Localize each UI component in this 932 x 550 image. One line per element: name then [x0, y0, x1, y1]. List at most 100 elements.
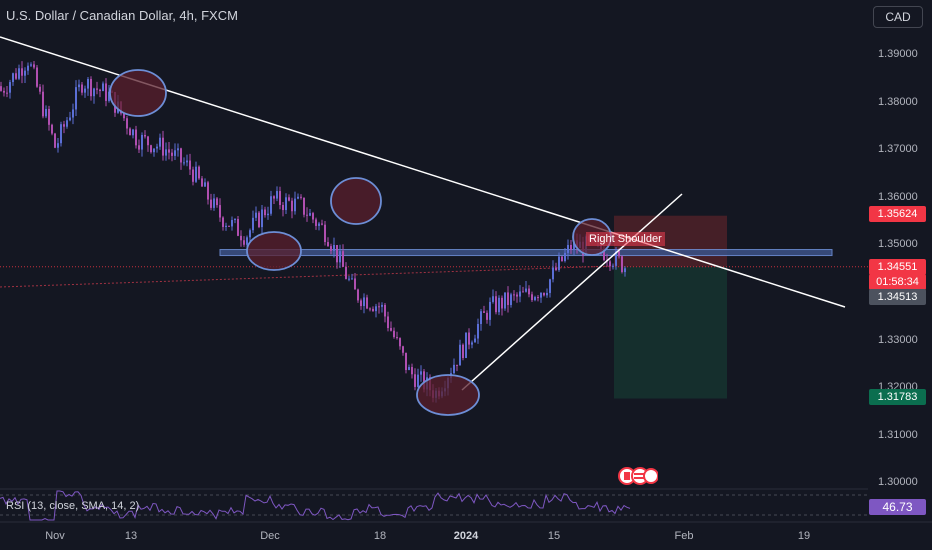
- candle-body: [498, 297, 500, 313]
- candle-body: [417, 374, 419, 387]
- candle-body: [102, 83, 104, 92]
- candle-body: [87, 78, 89, 89]
- candle-body: [561, 256, 563, 261]
- candle-body: [477, 323, 479, 339]
- candle-body: [279, 191, 281, 205]
- candle-body: [57, 143, 59, 148]
- chart-title: U.S. Dollar / Canadian Dollar, 4h, FXCM: [6, 8, 238, 23]
- candle-body: [522, 291, 524, 293]
- event-flags[interactable]: [618, 466, 659, 486]
- candle-body: [285, 197, 287, 211]
- candle-body: [234, 218, 236, 221]
- candle-body: [456, 364, 458, 366]
- rsi-line: [0, 490, 631, 521]
- candle-body: [0, 86, 2, 91]
- candle-body: [276, 191, 278, 199]
- event-flag-icon: [643, 468, 659, 484]
- candle-body: [9, 82, 11, 93]
- candle-body: [612, 265, 614, 267]
- candle-body: [27, 65, 29, 71]
- candle-body: [21, 68, 23, 76]
- candle-body: [210, 199, 212, 208]
- stop-loss-price-tag: 1.35624: [869, 206, 926, 222]
- price-tick-label: 1.39000: [878, 48, 918, 60]
- candle-body: [63, 124, 65, 127]
- rsi-label[interactable]: RSI (13, close, SMA, 14, 2): [6, 500, 140, 512]
- candle-body: [360, 300, 362, 307]
- candle-body: [108, 91, 110, 101]
- candle-body: [225, 225, 227, 227]
- price-candles: [0, 60, 626, 403]
- candle-body: [84, 88, 86, 93]
- candle-body: [363, 297, 365, 307]
- candle-body: [519, 291, 521, 297]
- price-tick-label: 1.31000: [878, 428, 918, 441]
- right-shoulder-label[interactable]: Right Shoulder: [586, 232, 665, 246]
- candle-body: [3, 90, 5, 93]
- candle-body: [423, 371, 425, 390]
- candle-body: [213, 198, 215, 208]
- minor-trend-line: [0, 265, 615, 288]
- candle-body: [465, 332, 467, 358]
- candle-body: [516, 294, 518, 297]
- price-tick-label: 1.36000: [878, 190, 918, 203]
- last-price-tag: 1.34551: [869, 259, 926, 275]
- candle-body: [570, 244, 572, 250]
- candle-body: [39, 86, 41, 92]
- candle-body: [135, 129, 137, 146]
- candle-body: [396, 337, 398, 339]
- candle-body: [564, 252, 566, 261]
- candle-body: [96, 88, 98, 90]
- candle-body: [351, 278, 353, 280]
- candle-body: [99, 89, 101, 92]
- candle-body: [624, 268, 626, 273]
- candle-body: [357, 289, 359, 301]
- bar-countdown: 01:58:34: [869, 274, 926, 290]
- candle-body: [273, 196, 275, 199]
- candle-body: [615, 251, 617, 266]
- candle-body: [222, 217, 224, 227]
- candle-body: [69, 117, 71, 121]
- candle-body: [384, 304, 386, 317]
- candle-body: [261, 209, 263, 228]
- candle-body: [354, 278, 356, 290]
- candle-body: [336, 244, 338, 263]
- candle-body: [147, 136, 149, 146]
- candle-body: [129, 128, 131, 136]
- time-tick-label: 13: [124, 530, 138, 542]
- trade-zones: [0, 215, 868, 399]
- candle-body: [36, 67, 38, 87]
- candle-body: [549, 279, 551, 293]
- candle-body: [300, 196, 302, 198]
- candle-body: [327, 242, 329, 247]
- candle-body: [618, 251, 620, 257]
- candle-body: [294, 198, 296, 212]
- rsi-value-tag: 46.73: [869, 499, 926, 515]
- currency-button[interactable]: CAD: [873, 6, 923, 28]
- candle-body: [330, 246, 332, 251]
- candle-body: [309, 213, 311, 216]
- candle-body: [372, 308, 374, 312]
- candle-body: [531, 294, 533, 301]
- candle-body: [567, 244, 569, 253]
- candle-body: [468, 332, 470, 345]
- candle-body: [552, 267, 554, 280]
- candle-body: [408, 367, 410, 371]
- candle-body: [459, 344, 461, 366]
- candle-body: [177, 148, 179, 151]
- candle-body: [204, 182, 206, 187]
- time-tick-label: 15: [547, 530, 561, 542]
- candle-body: [270, 196, 272, 214]
- candle-body: [342, 251, 344, 267]
- candle-body: [174, 150, 176, 156]
- candle-body: [399, 338, 401, 347]
- candle-body: [150, 145, 152, 153]
- candle-body: [6, 92, 8, 94]
- candle-body: [297, 196, 299, 199]
- candle-body: [216, 198, 218, 206]
- candle-body: [45, 108, 47, 117]
- time-tick-label: Dec: [260, 530, 280, 542]
- candle-body: [48, 108, 50, 125]
- time-tick-label: Nov: [45, 530, 65, 542]
